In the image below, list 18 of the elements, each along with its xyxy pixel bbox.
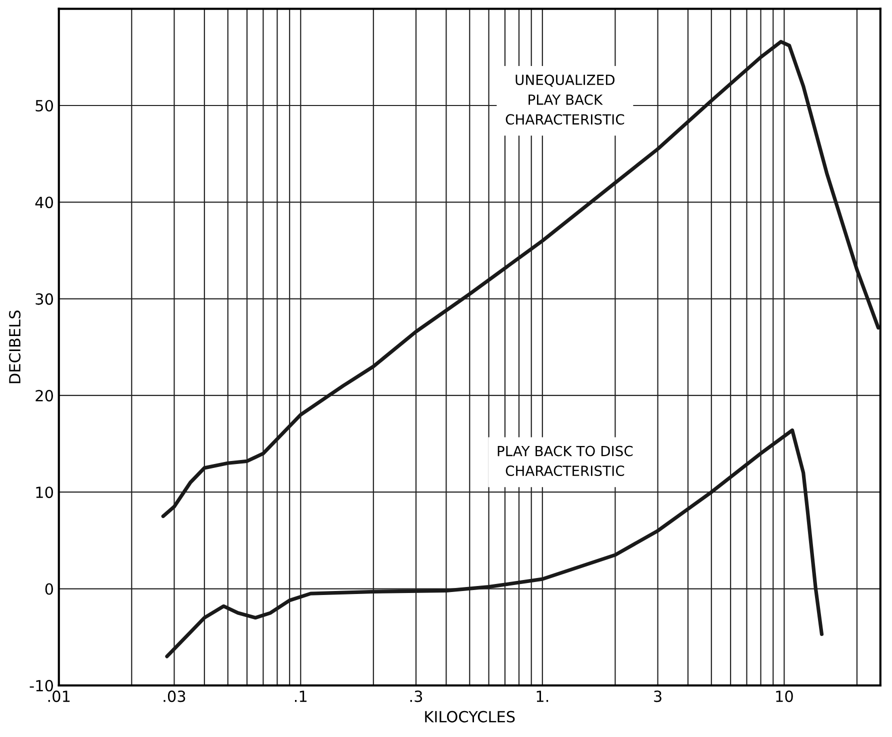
y-tick-label: 30 <box>36 293 53 305</box>
x-tick-label: .1 <box>294 690 307 702</box>
x-axis-title: KILOCYCLES <box>425 710 515 722</box>
x-tick-label: 10 <box>776 690 793 702</box>
x-tick-label: .01 <box>48 690 70 702</box>
y-axis-title: DECIBELS <box>8 310 21 384</box>
y-tick-label: 10 <box>36 486 53 498</box>
y-tick-label: 50 <box>36 100 53 112</box>
x-tick-label: .03 <box>164 690 186 702</box>
x-tick-label: 1. <box>536 690 548 702</box>
y-tick-label: 40 <box>35 196 53 208</box>
y-tick-label: 20 <box>36 390 53 402</box>
annotation: PLAY BACK TO DISC CHARACTERISTIC <box>498 446 633 476</box>
y-tick-label: 0 <box>45 583 53 595</box>
y-tick-label: -10 <box>30 680 53 692</box>
x-tick-label: .3 <box>410 690 422 702</box>
x-tick-label: 3 <box>654 690 662 702</box>
annotation: UNEQUALIZED PLAY BACK CHARACTERISTIC <box>506 74 624 125</box>
